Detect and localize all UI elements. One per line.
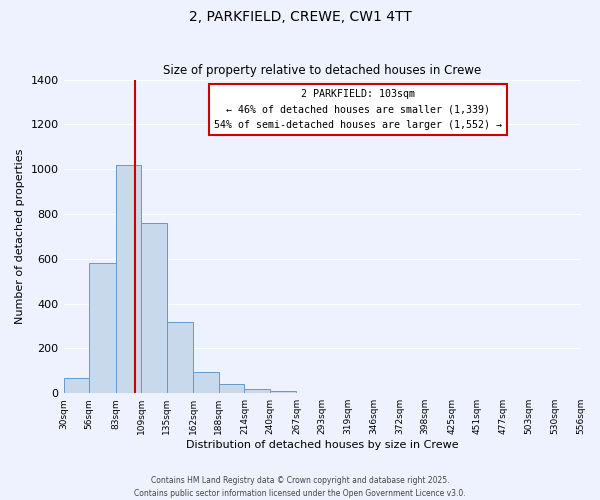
Bar — [193, 372, 219, 393]
Bar — [89, 264, 116, 393]
Bar — [116, 164, 141, 393]
Bar — [141, 223, 167, 393]
Y-axis label: Number of detached properties: Number of detached properties — [15, 148, 25, 324]
Bar — [64, 378, 89, 393]
Text: 2, PARKFIELD, CREWE, CW1 4TT: 2, PARKFIELD, CREWE, CW1 4TT — [188, 10, 412, 24]
Bar — [244, 388, 270, 393]
Title: Size of property relative to detached houses in Crewe: Size of property relative to detached ho… — [163, 64, 481, 77]
Text: 2 PARKFIELD: 103sqm
← 46% of detached houses are smaller (1,339)
54% of semi-det: 2 PARKFIELD: 103sqm ← 46% of detached ho… — [214, 89, 502, 130]
Bar — [167, 322, 193, 393]
Text: Contains HM Land Registry data © Crown copyright and database right 2025.
Contai: Contains HM Land Registry data © Crown c… — [134, 476, 466, 498]
Bar — [219, 384, 244, 393]
X-axis label: Distribution of detached houses by size in Crewe: Distribution of detached houses by size … — [186, 440, 458, 450]
Bar — [270, 391, 296, 393]
